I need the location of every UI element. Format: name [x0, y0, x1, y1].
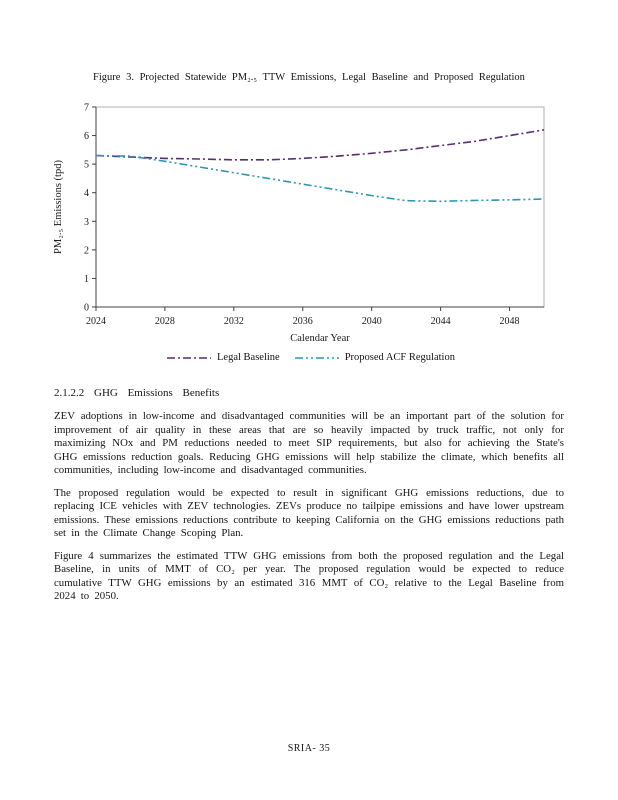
- x-tick-label: 2044: [431, 316, 451, 327]
- plot-border: [95, 106, 545, 308]
- series-line-legal-baseline: [95, 129, 545, 161]
- pm-chart-svg: 0 1 2 3 4 5 6 7 2024 2028 2032 2036 2040 2044 2048 Cale…: [53, 103, 545, 344]
- page-footer: SRIA- 35: [287, 743, 331, 754]
- y-tick-label: 2: [84, 245, 89, 256]
- legend-label: Legal Baseline: [217, 352, 280, 363]
- y-tick-label: 7: [84, 103, 89, 114]
- legend-line-sample: [167, 356, 212, 359]
- x-tick-label: 2040: [362, 316, 382, 327]
- chart-legend: Legal Baseline Proposed ACF Regulation: [48, 352, 573, 363]
- section-heading: 2.1.2.2 GHG Emissions Benefits: [54, 387, 220, 399]
- paragraph-2: The proposed regulation would be expecte…: [54, 486, 564, 540]
- y-tick-label: 1: [84, 274, 89, 285]
- x-tick-label: 2024: [86, 316, 106, 327]
- x-tick-label: 2036: [293, 316, 313, 327]
- legend-line-sample: [294, 356, 339, 359]
- figure-caption: Figure 3. Projected Statewide PM₂.₅ TTW …: [93, 72, 525, 83]
- x-axis-title: Calendar Year: [290, 333, 350, 344]
- y-axis-title: PM₂.₅ Emissions (tpd): [53, 160, 64, 254]
- section-ghg-benefits: 2.1.2.2 GHG Emissions Benefits ZEV adopt…: [54, 387, 564, 604]
- figure-3: 0 1 2 3 4 5 6 7 2024 2028 2032 2036 2040 2044 2048 Cale…: [48, 101, 573, 363]
- y-tick-label: 5: [84, 160, 89, 171]
- series-line-proposed-acf-regulation: [95, 154, 545, 203]
- paragraph-3: Figure 4 summarizes the estimated TTW GH…: [54, 549, 564, 603]
- x-tick-label: 2028: [155, 316, 175, 327]
- legend-label: Proposed ACF Regulation: [344, 352, 455, 363]
- y-tick-label: 6: [84, 131, 89, 142]
- y-tick-label: 0: [84, 303, 89, 314]
- x-tick-label: 2032: [224, 316, 244, 327]
- paragraph-1: ZEV adoptions in low-income and disadvan…: [54, 410, 564, 476]
- y-tick-label: 3: [84, 217, 89, 228]
- x-tick-label: 2048: [500, 316, 520, 327]
- legend-item-legal-baseline: Legal Baseline: [166, 352, 280, 363]
- y-tick-label: 4: [84, 188, 89, 199]
- legend-item-proposed-acf-regulation: Proposed ACF Regulation: [294, 352, 455, 363]
